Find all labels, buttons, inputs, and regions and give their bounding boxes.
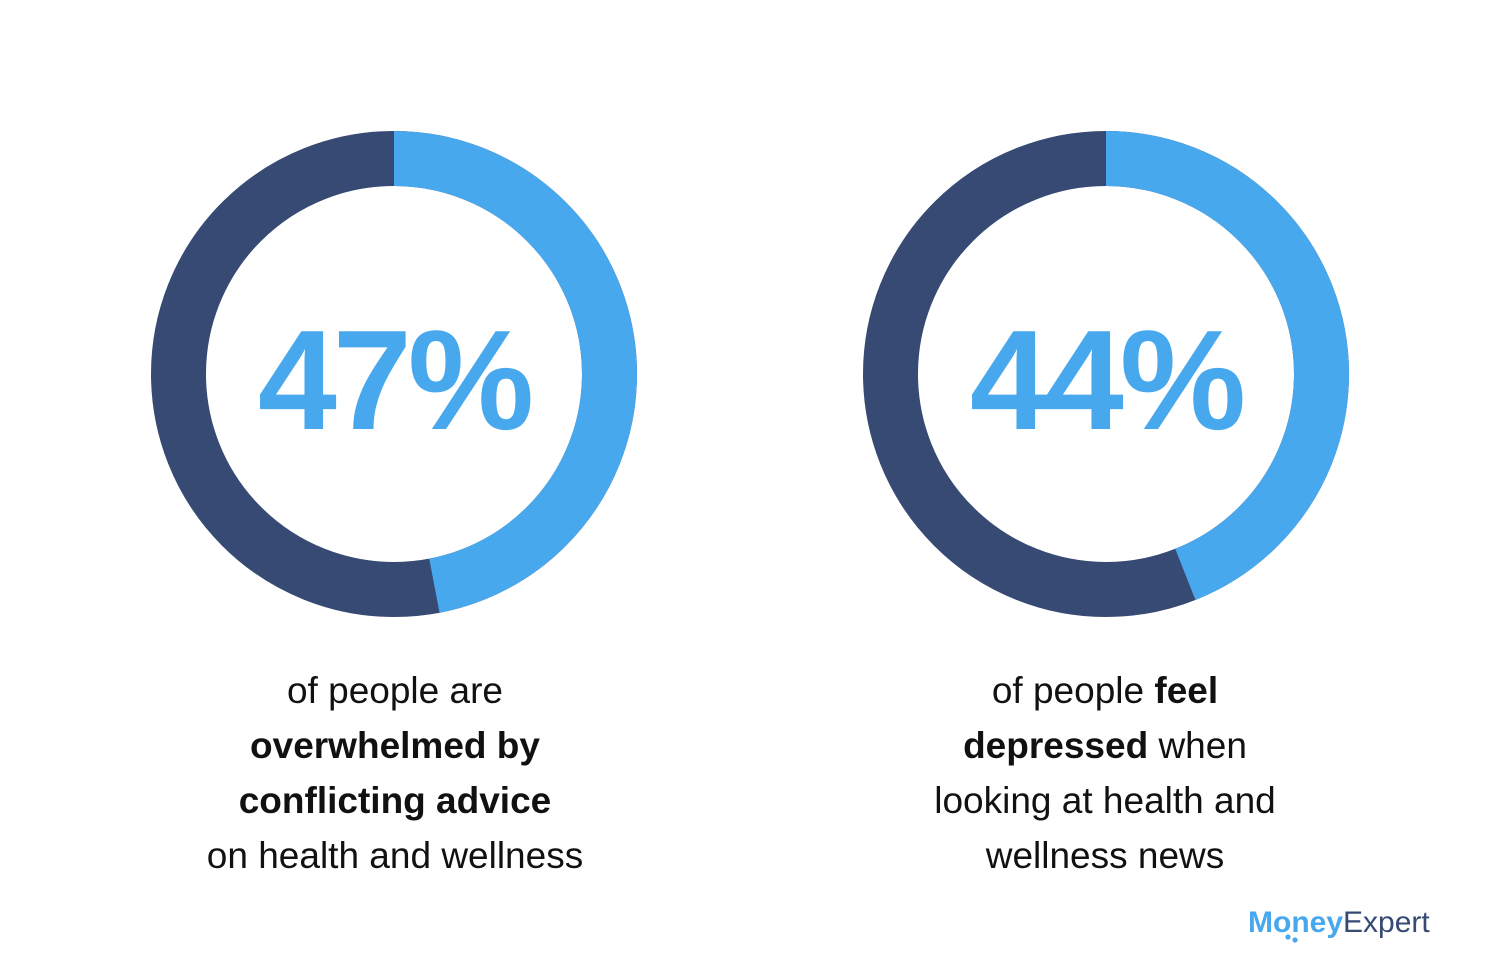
caption-line: of people are xyxy=(120,663,670,718)
percentage-label: 47% xyxy=(258,301,531,460)
donut-chart-depressed: 44% xyxy=(863,131,1349,617)
caption-emphasis: overwhelmed by xyxy=(250,725,540,766)
caption-text: of people xyxy=(991,670,1155,711)
donut-value-arc xyxy=(1105,131,1349,600)
logo-text-money: Money xyxy=(1248,906,1344,939)
logo-text-expert: Expert xyxy=(1343,906,1430,939)
caption-text: on health and wellness xyxy=(206,835,584,876)
caption-emphasis: depressed xyxy=(963,725,1149,766)
logo-dots-icon xyxy=(1285,934,1298,943)
caption-line: depressed when xyxy=(830,718,1380,773)
percentage-label: 44% xyxy=(970,301,1243,460)
donut-value-arc xyxy=(393,131,637,613)
caption-text: of people are xyxy=(286,670,503,711)
caption-line: wellness news xyxy=(830,828,1380,883)
caption-depressed: of people feel depressed when looking at h… xyxy=(830,663,1380,883)
moneyexpert-logo: MoneyExpert xyxy=(1248,903,1468,943)
caption-line: conflicting advice xyxy=(120,773,670,828)
caption-emphasis: feel xyxy=(1154,670,1219,711)
donut-chart-overwhelmed: 47% xyxy=(151,131,637,617)
caption-text: wellness news xyxy=(985,835,1225,876)
caption-text: when xyxy=(1148,725,1247,766)
caption-line: on health and wellness xyxy=(120,828,670,883)
caption-emphasis: conflicting advice xyxy=(238,780,552,821)
caption-line: overwhelmed by xyxy=(120,718,670,773)
caption-overwhelmed: of people are overwhelmed by conflicting a… xyxy=(120,663,670,883)
caption-text: looking at health and xyxy=(934,780,1276,821)
caption-line: of people feel xyxy=(830,663,1380,718)
caption-line: looking at health and xyxy=(830,773,1380,828)
